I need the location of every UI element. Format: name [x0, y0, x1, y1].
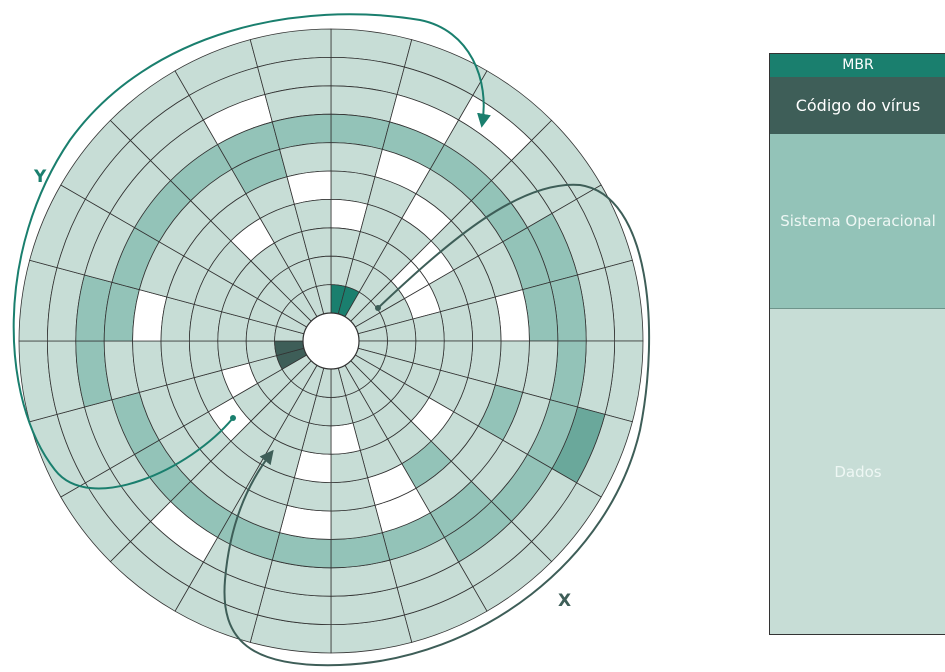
- arrow-x: [223, 183, 651, 667]
- mbr-segment: MBR: [770, 54, 945, 77]
- operating-system-segment: Sistema Operacional: [770, 134, 945, 309]
- label-x: X: [558, 591, 571, 611]
- disk-spindle-hole: [302, 312, 360, 370]
- disk-sectors: [18, 28, 644, 654]
- arrow-y-start-dot: [230, 415, 236, 421]
- disk-layout-panel: MBR Código do vírus Sistema Operacional …: [769, 53, 945, 635]
- label-y: Y: [33, 167, 47, 187]
- arrow-x-start-dot: [375, 305, 381, 311]
- arrow-y: [12, 13, 491, 490]
- data-segment: Dados: [770, 309, 945, 634]
- disk-diagram: Y X: [12, 13, 651, 667]
- virus-code-segment: Código do vírus: [770, 77, 945, 134]
